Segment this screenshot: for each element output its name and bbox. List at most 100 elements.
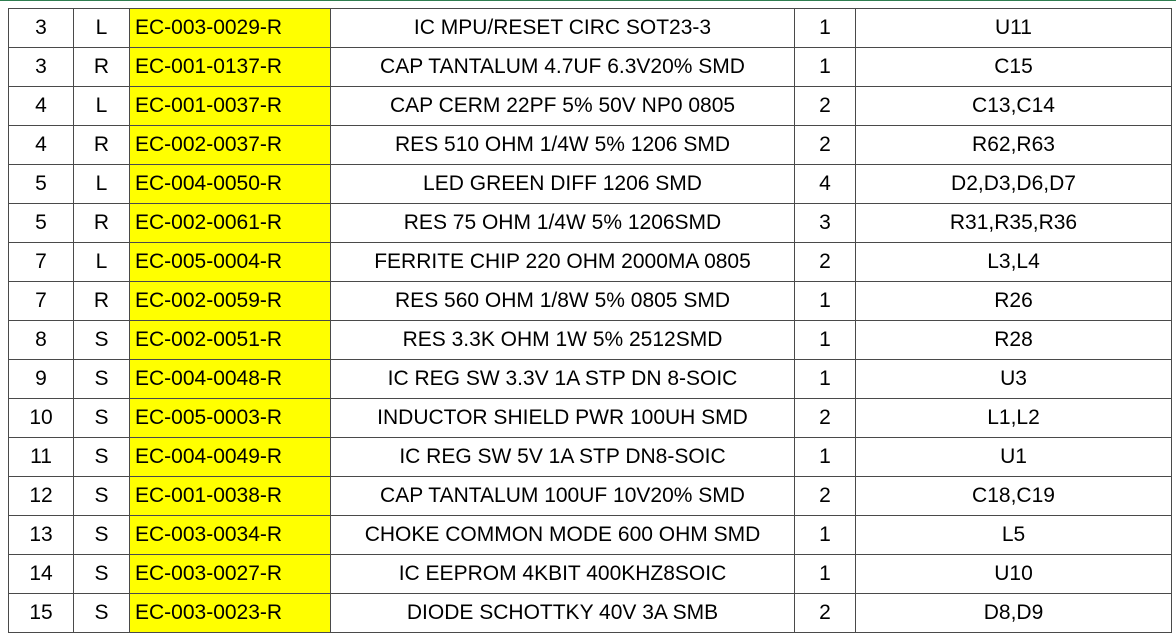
description-cell[interactable]: IC MPU/RESET CIRC SOT23-3 (330, 8, 795, 48)
quantity-cell[interactable]: 1 (794, 281, 856, 321)
quantity-cell[interactable]: 1 (794, 320, 856, 360)
reference-designator-cell[interactable]: R26 (855, 281, 1172, 321)
quantity-cell[interactable]: 4 (794, 164, 856, 204)
side-cell[interactable]: L (73, 164, 130, 204)
quantity-cell[interactable]: 2 (794, 398, 856, 438)
reference-designator-cell[interactable]: D8,D9 (855, 593, 1172, 633)
item-number-cell[interactable]: 4 (8, 86, 74, 126)
side-cell[interactable]: S (73, 437, 130, 477)
side-cell[interactable]: L (73, 86, 130, 126)
reference-designator-cell[interactable]: U10 (855, 554, 1172, 594)
item-number-cell[interactable]: 7 (8, 281, 74, 321)
quantity-cell[interactable]: 2 (794, 86, 856, 126)
description-cell[interactable]: RES 560 OHM 1/8W 5% 0805 SMD (330, 281, 795, 321)
item-number-cell[interactable]: 15 (8, 593, 74, 633)
description-cell[interactable]: LED GREEN DIFF 1206 SMD (330, 164, 795, 204)
reference-designator-cell[interactable]: R31,R35,R36 (855, 203, 1172, 243)
item-number-cell[interactable]: 10 (8, 398, 74, 438)
quantity-cell[interactable]: 2 (794, 242, 856, 282)
reference-designator-cell[interactable]: R62,R63 (855, 125, 1172, 165)
quantity-cell[interactable]: 2 (794, 476, 856, 516)
description-cell[interactable]: CAP TANTALUM 100UF 10V20% SMD (330, 476, 795, 516)
item-number-cell[interactable]: 12 (8, 476, 74, 516)
side-cell[interactable]: R (73, 281, 130, 321)
table-row: 15 S EC-003-0023-R DIODE SCHOTTKY 40V 3A SM… (8, 593, 1172, 633)
side-cell[interactable]: S (73, 320, 130, 360)
part-number-cell[interactable]: EC-002-0051-R (129, 320, 331, 360)
item-number-cell[interactable]: 14 (8, 554, 74, 594)
side-cell[interactable]: S (73, 554, 130, 594)
reference-designator-cell[interactable]: R28 (855, 320, 1172, 360)
part-number-cell[interactable]: EC-002-0059-R (129, 281, 331, 321)
side-cell[interactable]: S (73, 593, 130, 633)
table-row: 7 R EC-002-0059-R RES 560 OHM 1/8W 5% 0805 … (8, 281, 1172, 321)
part-number-cell[interactable]: EC-002-0061-R (129, 203, 331, 243)
part-number-cell[interactable]: EC-003-0027-R (129, 554, 331, 594)
description-cell[interactable]: RES 75 OHM 1/4W 5% 1206SMD (330, 203, 795, 243)
quantity-cell[interactable]: 1 (794, 515, 856, 555)
table-row: 11 S EC-004-0049-R IC REG SW 5V 1A STP DN8-… (8, 437, 1172, 477)
side-cell[interactable]: S (73, 476, 130, 516)
quantity-cell[interactable]: 2 (794, 125, 856, 165)
quantity-cell[interactable]: 1 (794, 47, 856, 87)
reference-designator-cell[interactable]: L3,L4 (855, 242, 1172, 282)
item-number-cell[interactable]: 3 (8, 47, 74, 87)
quantity-cell[interactable]: 3 (794, 203, 856, 243)
side-cell[interactable]: R (73, 125, 130, 165)
part-number-cell[interactable]: EC-004-0049-R (129, 437, 331, 477)
reference-designator-cell[interactable]: L5 (855, 515, 1172, 555)
item-number-cell[interactable]: 4 (8, 125, 74, 165)
part-number-cell[interactable]: EC-001-0037-R (129, 86, 331, 126)
description-cell[interactable]: IC REG SW 5V 1A STP DN8-SOIC (330, 437, 795, 477)
side-cell[interactable]: S (73, 359, 130, 399)
part-number-cell[interactable]: EC-004-0048-R (129, 359, 331, 399)
side-cell[interactable]: S (73, 398, 130, 438)
reference-designator-cell[interactable]: U11 (855, 8, 1172, 48)
description-cell[interactable]: CHOKE COMMON MODE 600 OHM SMD (330, 515, 795, 555)
item-number-cell[interactable]: 5 (8, 164, 74, 204)
side-cell[interactable]: L (73, 8, 130, 48)
reference-designator-cell[interactable]: D2,D3,D6,D7 (855, 164, 1172, 204)
item-number-cell[interactable]: 13 (8, 515, 74, 555)
reference-designator-cell[interactable]: U1 (855, 437, 1172, 477)
part-number-cell[interactable]: EC-001-0137-R (129, 47, 331, 87)
reference-designator-cell[interactable]: C15 (855, 47, 1172, 87)
reference-designator-cell[interactable]: L1,L2 (855, 398, 1172, 438)
description-cell[interactable]: CAP CERM 22PF 5% 50V NP0 0805 (330, 86, 795, 126)
description-cell[interactable]: INDUCTOR SHIELD PWR 100UH SMD (330, 398, 795, 438)
part-number-cell[interactable]: EC-005-0004-R (129, 242, 331, 282)
part-number-cell[interactable]: EC-002-0037-R (129, 125, 331, 165)
description-cell[interactable]: FERRITE CHIP 220 OHM 2000MA 0805 (330, 242, 795, 282)
part-number-cell[interactable]: EC-004-0050-R (129, 164, 331, 204)
quantity-cell[interactable]: 1 (794, 554, 856, 594)
part-number-cell[interactable]: EC-003-0029-R (129, 8, 331, 48)
quantity-cell[interactable]: 2 (794, 593, 856, 633)
description-cell[interactable]: IC REG SW 3.3V 1A STP DN 8-SOIC (330, 359, 795, 399)
item-number-cell[interactable]: 8 (8, 320, 74, 360)
description-cell[interactable]: RES 3.3K OHM 1W 5% 2512SMD (330, 320, 795, 360)
item-number-cell[interactable]: 9 (8, 359, 74, 399)
item-number-cell[interactable]: 5 (8, 203, 74, 243)
side-cell[interactable]: S (73, 515, 130, 555)
quantity-cell[interactable]: 1 (794, 437, 856, 477)
part-number-cell[interactable]: EC-003-0034-R (129, 515, 331, 555)
part-number-cell[interactable]: EC-003-0023-R (129, 593, 331, 633)
reference-designator-cell[interactable]: C18,C19 (855, 476, 1172, 516)
description-cell[interactable]: RES 510 OHM 1/4W 5% 1206 SMD (330, 125, 795, 165)
quantity-cell[interactable]: 1 (794, 359, 856, 399)
item-number-cell[interactable]: 7 (8, 242, 74, 282)
reference-designator-cell[interactable]: C13,C14 (855, 86, 1172, 126)
description-cell[interactable]: DIODE SCHOTTKY 40V 3A SMB (330, 593, 795, 633)
reference-designator-cell[interactable]: U3 (855, 359, 1172, 399)
side-cell[interactable]: L (73, 242, 130, 282)
description-cell[interactable]: CAP TANTALUM 4.7UF 6.3V20% SMD (330, 47, 795, 87)
description-cell[interactable]: IC EEPROM 4KBIT 400KHZ8SOIC (330, 554, 795, 594)
item-number-cell[interactable]: 3 (8, 8, 74, 48)
item-number-cell[interactable]: 11 (8, 437, 74, 477)
side-cell[interactable]: R (73, 203, 130, 243)
side-cell[interactable]: R (73, 47, 130, 87)
bom-table: 3 L EC-003-0029-R IC MPU/RESET CIRC SOT23-3… (8, 8, 1172, 633)
part-number-cell[interactable]: EC-001-0038-R (129, 476, 331, 516)
part-number-cell[interactable]: EC-005-0003-R (129, 398, 331, 438)
quantity-cell[interactable]: 1 (794, 8, 856, 48)
